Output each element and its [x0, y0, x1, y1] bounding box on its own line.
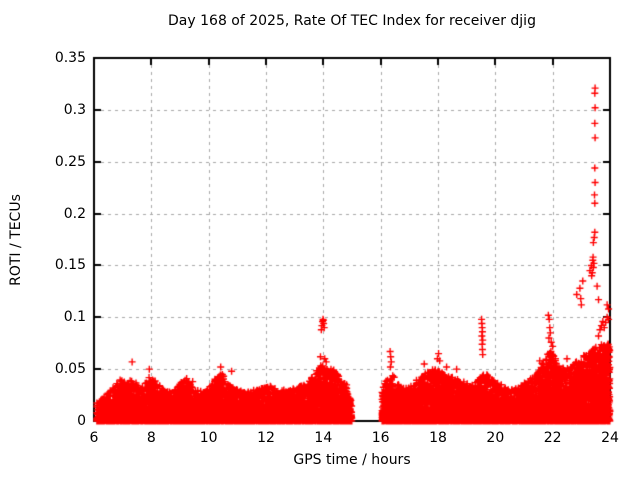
y-axis-label: ROTI / TECUs	[8, 194, 24, 286]
y-tick-label: 0.1	[63, 309, 86, 326]
y-tick-label: 0.05	[54, 361, 86, 378]
x-tick-label: 10	[199, 430, 218, 446]
y-tick-label: 0.3	[63, 101, 86, 118]
x-tick-label: 18	[429, 430, 447, 446]
x-tick-label: 8	[146, 430, 156, 446]
x-tick-label: 14	[314, 430, 333, 446]
x-tick-label: 24	[601, 430, 619, 446]
x-tick-label: 20	[486, 430, 505, 446]
x-tick-label: 22	[543, 430, 562, 446]
x-tick-label: 12	[257, 430, 275, 446]
x-axis-label: GPS time / hours	[293, 452, 411, 468]
y-tick-label: 0.2	[63, 205, 86, 222]
y-tick-label: 0	[77, 413, 86, 429]
x-tick-label: 6	[89, 430, 99, 446]
x-tick-label: 16	[371, 430, 390, 446]
y-tick-label: 0.35	[54, 50, 86, 66]
chart-title: Day 168 of 2025, Rate Of TEC Index for r…	[168, 13, 536, 29]
y-tick-label: 0.25	[54, 153, 86, 170]
y-tick-label: 0.15	[54, 257, 86, 274]
